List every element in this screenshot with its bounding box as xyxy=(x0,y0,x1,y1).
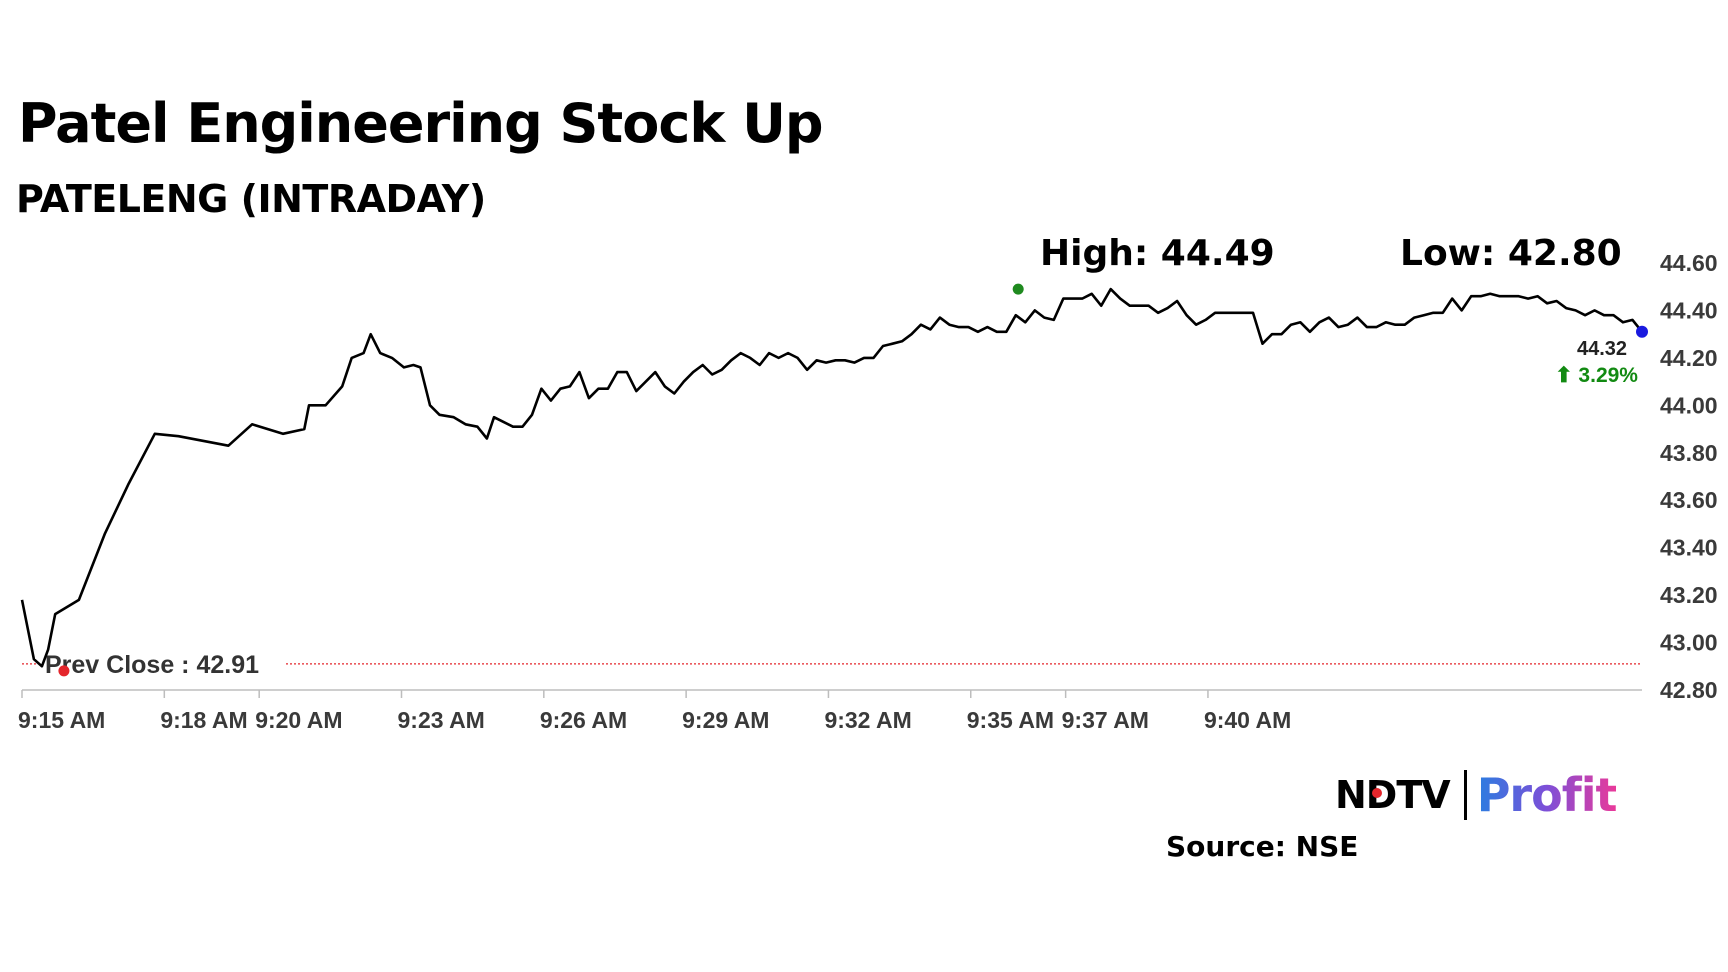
source-note: Source: NSE xyxy=(1166,830,1359,863)
y-tick-label: 44.20 xyxy=(1660,345,1718,371)
logo-profit-text: Profit xyxy=(1476,768,1618,822)
x-tick-label: 9:35 AM xyxy=(967,707,1054,733)
x-tick-label: 9:20 AM xyxy=(255,707,342,733)
y-tick-label: 43.60 xyxy=(1660,487,1718,513)
x-tick-label: 9:18 AM xyxy=(160,707,247,733)
x-tick-label: 9:29 AM xyxy=(682,707,769,733)
low-label: Low: 42.80 xyxy=(1400,233,1622,274)
y-tick-label: 43.80 xyxy=(1660,440,1718,466)
x-tick-label: 9:32 AM xyxy=(824,707,911,733)
prev-close-label-background xyxy=(38,649,286,678)
logo-separator xyxy=(1463,770,1467,820)
logo-red-dot xyxy=(1372,788,1382,798)
ndtv-profit-logo: NDTV Profit xyxy=(1335,768,1618,822)
last-price-marker xyxy=(1636,325,1648,338)
change-percent-label: ⬆ 3.29% xyxy=(1555,364,1638,387)
x-tick-label: 9:40 AM xyxy=(1204,707,1291,733)
high-marker xyxy=(1012,283,1024,295)
y-tick-label: 44.00 xyxy=(1660,392,1718,418)
x-tick-label: 9:15 AM xyxy=(18,707,105,733)
y-tick-label: 43.20 xyxy=(1660,582,1718,608)
page-title: Patel Engineering Stock Up xyxy=(18,92,824,155)
y-tick-label: 43.00 xyxy=(1660,630,1718,656)
page-subtitle: PATELENG (INTRADAY) xyxy=(16,177,486,221)
y-tick-label: 44.60 xyxy=(1660,250,1718,276)
prev-close-label: Prev Close : 42.91 xyxy=(45,651,259,679)
price-series-line xyxy=(20,287,1644,668)
y-tick-label: 43.40 xyxy=(1660,535,1718,561)
y-tick-label: 44.40 xyxy=(1660,297,1718,323)
last-price-label: 44.32 xyxy=(1577,338,1627,360)
prev-close-marker xyxy=(58,665,70,677)
logo-ndtv-text: NDTV xyxy=(1335,773,1451,817)
high-label: High: 44.49 xyxy=(1040,233,1275,274)
x-tick-label: 9:23 AM xyxy=(398,707,485,733)
x-axis-ticks: 9:15 AM 9:18 AM 9:20 AM 9:23 AM 9:26 AM 9:29 … xyxy=(18,690,1291,733)
y-tick-label: 42.80 xyxy=(1660,677,1718,703)
y-axis-ticks: 42.80 43.00 43.20 43.40 43.60 43.80 44.00 44.20… xyxy=(1660,250,1718,703)
x-tick-label: 9:37 AM xyxy=(1062,707,1149,733)
x-tick-label: 9:26 AM xyxy=(540,707,627,733)
